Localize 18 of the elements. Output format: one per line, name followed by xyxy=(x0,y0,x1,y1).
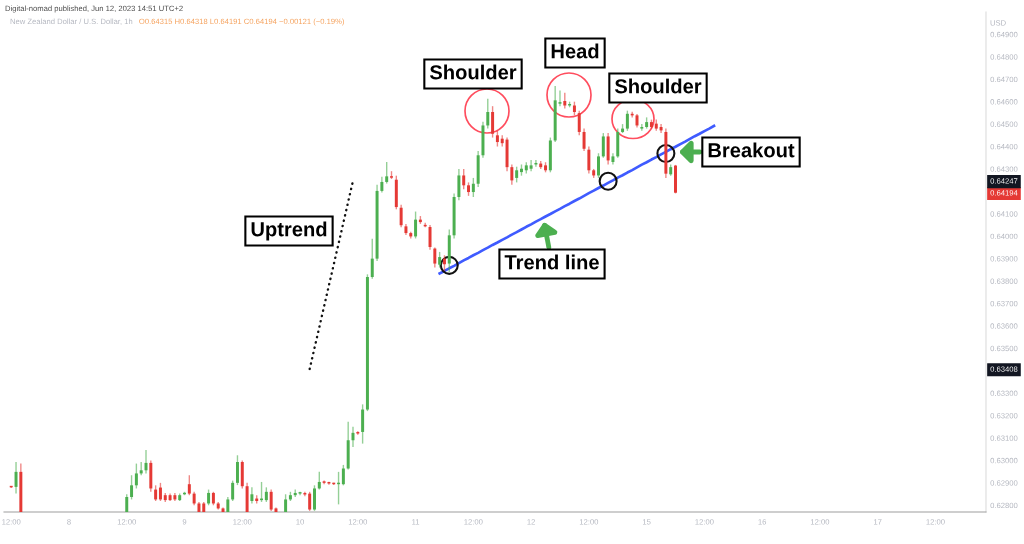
annotation: Shoulder xyxy=(614,78,702,94)
annotation: Head xyxy=(551,43,599,59)
point xyxy=(656,143,676,163)
point xyxy=(439,255,459,275)
candlestick xyxy=(390,170,393,180)
annotation: Shoulder xyxy=(429,64,517,80)
candlestick xyxy=(467,181,471,197)
candlestick xyxy=(597,152,600,179)
candlestick xyxy=(674,164,678,195)
candlestick xyxy=(312,484,316,512)
candlestick xyxy=(659,123,663,134)
annotation: Trend line xyxy=(504,254,599,270)
point xyxy=(598,171,618,191)
candlestick xyxy=(519,163,523,177)
candlestick xyxy=(640,123,644,132)
candlestick xyxy=(139,461,143,476)
annotation: Breakout xyxy=(708,142,795,158)
annotation: Uptrend xyxy=(251,221,327,241)
